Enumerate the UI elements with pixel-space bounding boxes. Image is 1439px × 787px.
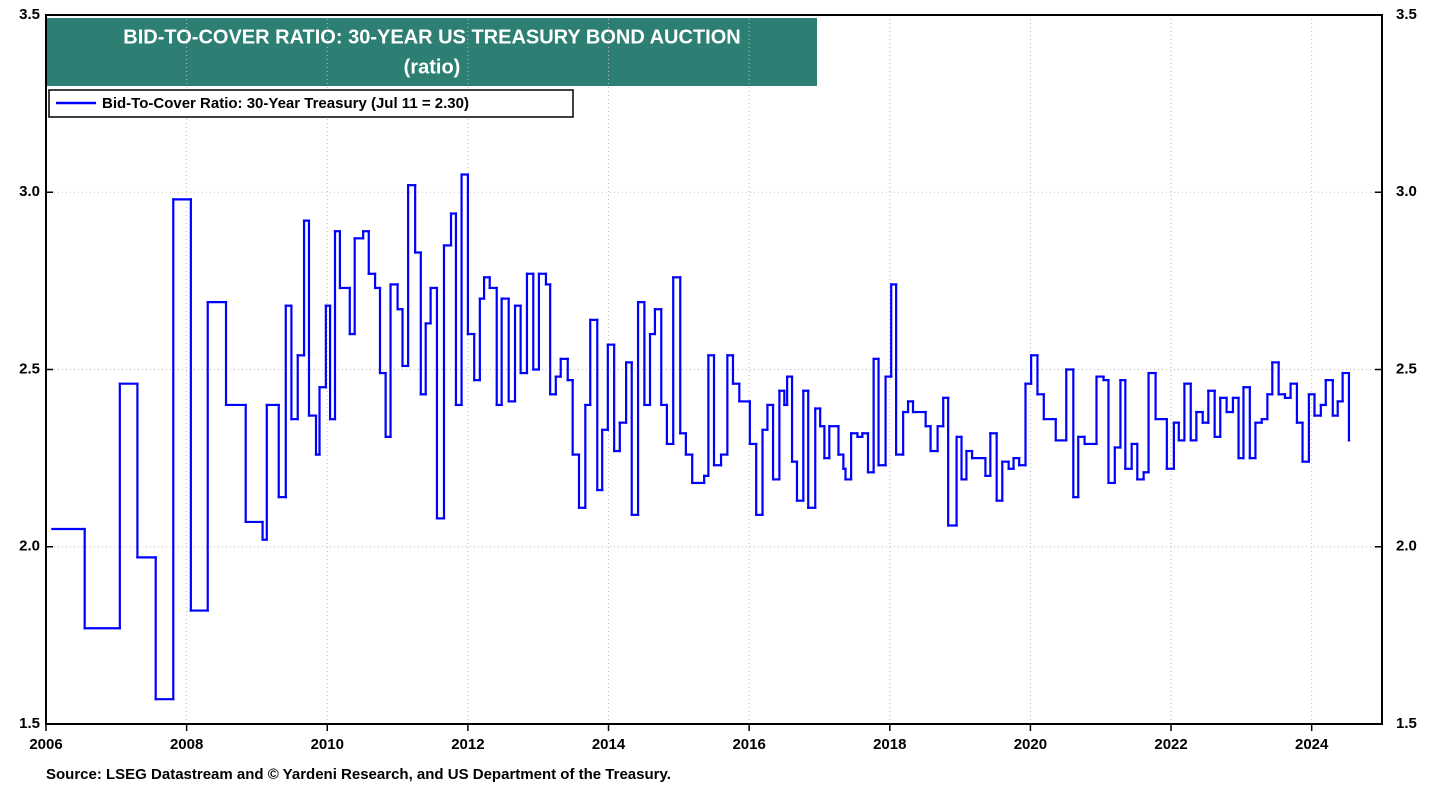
y2-tick-label: 1.5 [1396,715,1417,732]
y2-tick-label: 2.5 [1396,360,1417,377]
y-tick-label: 2.5 [19,360,40,377]
x-tick-label: 2006 [29,736,62,753]
x-tick-label: 2014 [592,736,626,753]
y2-tick-label: 3.0 [1396,183,1417,200]
plot-frame [45,14,1383,725]
x-tick-label: 2016 [732,736,765,753]
chart-title: BID-TO-COVER RATIO: 30-YEAR US TREASURY … [123,26,740,48]
y-tick-label: 1.5 [19,715,40,732]
x-tick-label: 2020 [1014,736,1047,753]
legend-box [48,89,574,118]
x-tick-label: 2018 [873,736,906,753]
y-tick-label: 2.0 [19,538,40,555]
chart-subtitle: (ratio) [404,56,461,78]
x-tick-label: 2012 [451,736,484,753]
y2-tick-label: 3.5 [1396,6,1417,23]
x-tick-label: 2022 [1154,736,1187,753]
source-note: Source: LSEG Datastream and © Yardeni Re… [46,766,671,783]
x-tick-label: 2010 [311,736,344,753]
y2-tick-label: 2.0 [1396,538,1417,555]
x-tick-label: 2008 [170,736,203,753]
x-tick-label: 2024 [1295,736,1329,753]
legend-label: Bid-To-Cover Ratio: 30-Year Treasury (Ju… [102,95,469,112]
y-tick-label: 3.0 [19,183,40,200]
title-box [46,18,817,86]
y-tick-label: 3.5 [19,6,40,23]
